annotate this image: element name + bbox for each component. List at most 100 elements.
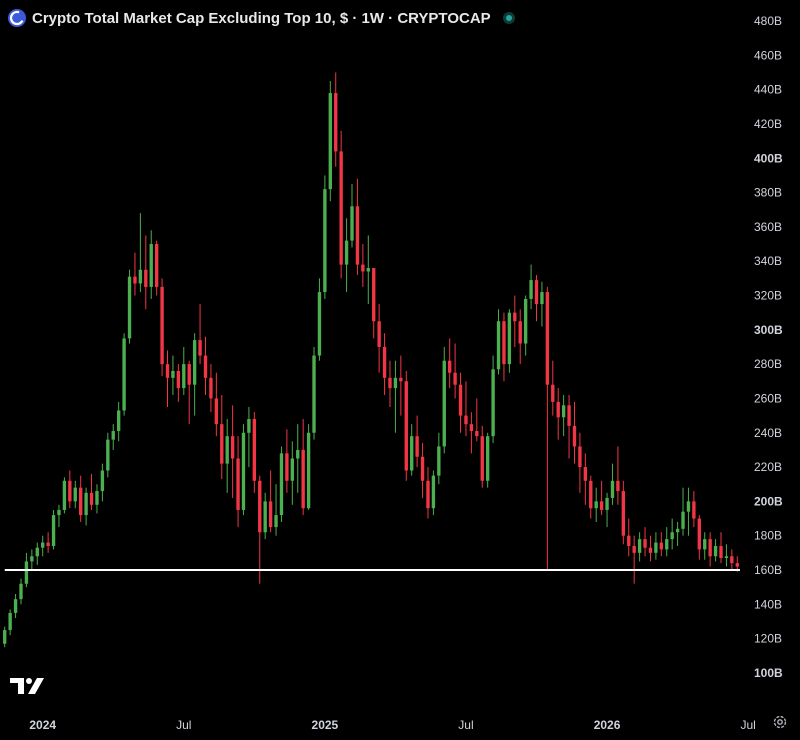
candle-body[interactable] <box>589 480 593 509</box>
candle-body[interactable] <box>111 431 115 440</box>
candle-body[interactable] <box>350 206 354 241</box>
candle-body[interactable] <box>545 292 550 385</box>
candle-body[interactable] <box>176 370 181 389</box>
candle-body[interactable] <box>290 458 294 481</box>
candle-body[interactable] <box>399 377 403 382</box>
candle-body[interactable] <box>230 436 235 459</box>
candle-body[interactable] <box>68 480 72 502</box>
candle-body[interactable] <box>654 542 658 553</box>
candle-body[interactable] <box>366 268 370 272</box>
candle-body[interactable] <box>51 515 56 546</box>
candle-body[interactable] <box>100 470 105 492</box>
candle-body[interactable] <box>73 487 77 502</box>
candle-body[interactable] <box>377 321 381 347</box>
candle-body[interactable] <box>415 436 419 457</box>
candle-body[interactable] <box>621 491 626 536</box>
candle-body[interactable] <box>306 432 311 509</box>
candle-body[interactable] <box>187 364 191 385</box>
candle-body[interactable] <box>361 264 365 272</box>
candle-body[interactable] <box>583 467 588 481</box>
candle-body[interactable] <box>420 456 425 481</box>
candle-body[interactable] <box>182 364 186 389</box>
candle-body[interactable] <box>192 340 197 385</box>
candle-body[interactable] <box>241 432 246 510</box>
candle-body[interactable] <box>62 480 67 510</box>
candle-body[interactable] <box>610 480 615 498</box>
candle-body[interactable] <box>209 377 213 399</box>
candle-body[interactable] <box>637 539 642 553</box>
candle-body[interactable] <box>95 491 99 505</box>
candle-body[interactable] <box>670 532 674 540</box>
candle-body[interactable] <box>513 312 517 322</box>
candle-body[interactable] <box>496 321 501 370</box>
candle-body[interactable] <box>681 511 685 529</box>
market-status-dot-icon[interactable] <box>502 12 515 24</box>
candle-body[interactable] <box>665 539 669 550</box>
candle-body[interactable] <box>268 501 273 528</box>
candle-body[interactable] <box>372 268 376 322</box>
candle-body[interactable] <box>317 292 322 356</box>
candle-body[interactable] <box>627 535 631 546</box>
candle-body[interactable] <box>24 561 29 584</box>
candle-body[interactable] <box>730 556 734 564</box>
candle-body[interactable] <box>534 280 539 305</box>
candle-body[interactable] <box>529 280 533 299</box>
candle-body[interactable] <box>328 93 332 190</box>
candle-body[interactable] <box>301 449 305 509</box>
candle-body[interactable] <box>703 539 707 550</box>
tradingview-logo-icon[interactable] <box>10 676 46 701</box>
candle-body[interactable] <box>540 292 544 305</box>
candle-body[interactable] <box>382 346 387 378</box>
candle-body[interactable] <box>339 151 343 265</box>
candle-body[interactable] <box>323 189 327 293</box>
candle-body[interactable] <box>252 419 257 481</box>
candle-body[interactable] <box>632 545 636 553</box>
candle-body[interactable] <box>116 410 121 432</box>
candle-body[interactable] <box>106 439 110 471</box>
candle-body[interactable] <box>160 286 164 365</box>
candle-body[interactable] <box>13 599 18 613</box>
candle-body[interactable] <box>127 276 132 339</box>
candle-body[interactable] <box>578 446 582 468</box>
candle-body[interactable] <box>469 424 474 432</box>
candle-body[interactable] <box>453 372 457 385</box>
candle-body[interactable] <box>599 501 604 510</box>
candle-body[interactable] <box>675 528 680 533</box>
candle-body[interactable] <box>355 206 360 265</box>
candle-body[interactable] <box>643 539 647 548</box>
candle-body[interactable] <box>572 425 577 447</box>
candle-body[interactable] <box>263 501 267 533</box>
candle-body[interactable] <box>724 556 729 558</box>
candle-body[interactable] <box>426 480 430 509</box>
candle-body[interactable] <box>138 269 143 284</box>
cryptocap-logo-icon[interactable] <box>8 9 26 27</box>
candle-body[interactable] <box>122 338 126 411</box>
candle-body[interactable] <box>225 436 229 464</box>
candle-body[interactable] <box>491 369 495 437</box>
candle-body[interactable] <box>393 377 398 389</box>
candle-body[interactable] <box>556 401 560 418</box>
candle-body[interactable] <box>404 381 408 471</box>
candle-body[interactable] <box>518 321 522 344</box>
candle-body[interactable] <box>616 480 620 492</box>
candle-body[interactable] <box>198 340 202 356</box>
candle-body[interactable] <box>171 370 175 378</box>
candle-body[interactable] <box>8 612 12 631</box>
candle-body[interactable] <box>388 377 392 389</box>
candle-body[interactable] <box>154 244 159 287</box>
candle-body[interactable] <box>165 364 170 378</box>
candle-body[interactable] <box>648 547 653 553</box>
candle-body[interactable] <box>594 501 598 509</box>
candle-body[interactable] <box>149 244 153 287</box>
candle-body[interactable] <box>719 545 723 558</box>
candle-body[interactable] <box>35 547 39 557</box>
candle-body[interactable] <box>458 384 463 416</box>
candle-body[interactable] <box>410 436 414 471</box>
candle-body[interactable] <box>551 384 555 402</box>
candle-body[interactable] <box>41 542 45 548</box>
candle-body[interactable] <box>247 419 251 433</box>
price-axis[interactable]: 480B 460B 440B 420B 400B 380B 360B 340B 320B 300B… <box>754 14 783 680</box>
candle-body[interactable] <box>713 545 718 557</box>
candle-body[interactable] <box>133 276 137 284</box>
